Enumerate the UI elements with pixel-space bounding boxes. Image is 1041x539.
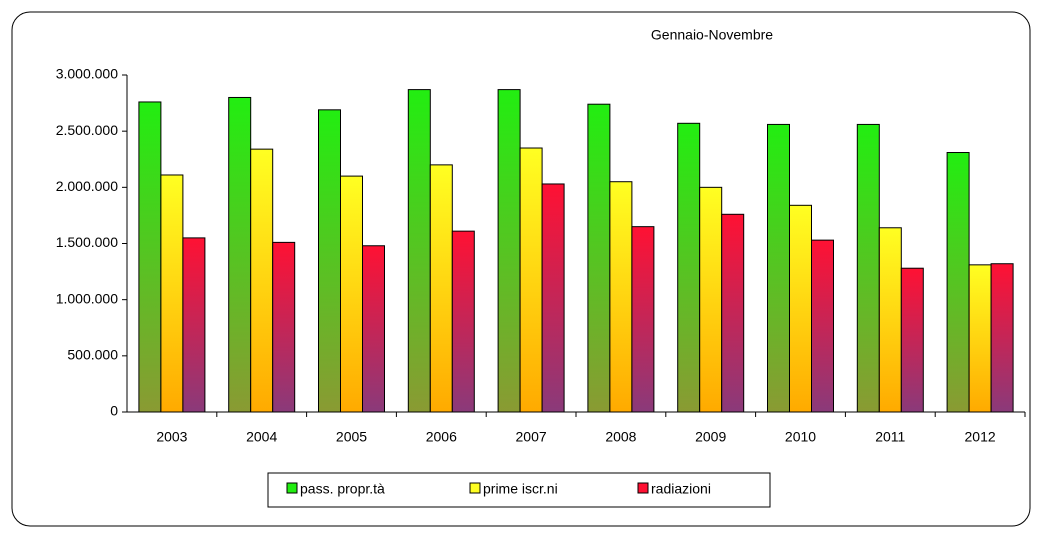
bar — [631, 226, 655, 413]
chart-title: Gennaio-Novembre — [651, 27, 773, 43]
bar — [878, 227, 902, 413]
bar — [811, 239, 834, 413]
x-tick-label: 2005 — [336, 429, 367, 445]
bar — [968, 264, 992, 413]
y-tick-label: 0 — [110, 403, 118, 419]
x-tick-label: 2010 — [785, 429, 816, 445]
bar — [609, 181, 633, 413]
bar — [160, 174, 184, 413]
y-tick-label: 3.000.000 — [56, 66, 118, 82]
y-tick-label: 2.000.000 — [56, 178, 118, 194]
bar — [789, 204, 812, 413]
bar — [250, 148, 274, 413]
x-tick-label: 2003 — [156, 429, 187, 445]
x-tick-label: 2004 — [246, 429, 277, 445]
bar — [451, 230, 475, 413]
bar — [519, 147, 543, 413]
x-tick-label: 2007 — [516, 429, 547, 445]
bar — [407, 89, 431, 413]
x-tick-label: 2006 — [426, 429, 457, 445]
legend-swatch — [469, 482, 481, 494]
bar — [856, 123, 880, 413]
bar — [946, 152, 970, 413]
x-tick-label: 2009 — [695, 429, 726, 445]
bar — [699, 186, 723, 413]
bar — [182, 237, 206, 413]
bar — [340, 175, 363, 413]
bar — [677, 122, 701, 413]
bar — [721, 213, 745, 413]
bar — [138, 101, 162, 413]
legend-label: radiazioni — [651, 481, 711, 497]
x-tick-label: 2008 — [605, 429, 636, 445]
legend-swatch — [286, 482, 298, 494]
bar — [228, 96, 252, 413]
bar — [318, 109, 341, 413]
y-tick-label: 1.500.000 — [56, 234, 118, 250]
y-tick-label: 1.000.000 — [56, 290, 118, 306]
bar — [541, 183, 565, 413]
legend-box — [267, 472, 771, 508]
bar — [497, 89, 521, 413]
legend-label: prime iscr.ni — [483, 481, 558, 497]
legend-swatch — [637, 482, 649, 494]
bar — [272, 241, 296, 413]
legend-label: pass. propr.tà — [300, 481, 385, 497]
bar — [587, 103, 611, 413]
bar — [900, 267, 924, 413]
bar — [362, 245, 385, 413]
bar — [767, 123, 790, 413]
bar — [990, 263, 1014, 413]
y-tick-label: 2.500.000 — [56, 122, 118, 138]
y-tick-label: 500.000 — [67, 347, 118, 363]
bar — [429, 164, 453, 413]
x-tick-label: 2011 — [875, 429, 905, 445]
x-tick-label: 2012 — [965, 429, 996, 445]
